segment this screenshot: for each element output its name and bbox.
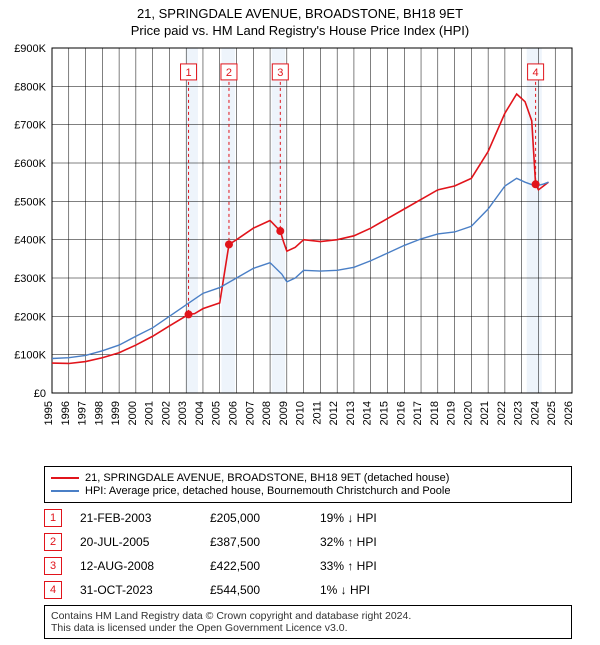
chart-area: £0 £100K £200K £300K £400K £500K £600K £700K £80… [0, 42, 600, 462]
svg-text:2009: 2009 [278, 401, 290, 425]
svg-text:2010: 2010 [295, 401, 307, 425]
sale-marker-box: 3 [44, 557, 62, 575]
svg-text:3: 3 [277, 67, 283, 79]
svg-text:2005: 2005 [211, 401, 223, 425]
legend-box: 21, SPRINGDALE AVENUE, BROADSTONE, BH18 … [44, 466, 572, 503]
svg-text:2007: 2007 [244, 401, 256, 425]
svg-text:2024: 2024 [529, 401, 541, 425]
svg-text:1998: 1998 [93, 401, 105, 425]
svg-text:2008: 2008 [261, 401, 273, 425]
sale-price: £205,000 [210, 511, 320, 525]
svg-text:£200K: £200K [14, 311, 46, 323]
svg-text:2020: 2020 [462, 401, 474, 425]
svg-text:2016: 2016 [395, 401, 407, 425]
svg-text:2014: 2014 [362, 401, 374, 425]
sale-marker-box: 2 [44, 533, 62, 551]
svg-text:2021: 2021 [479, 401, 491, 425]
sale-date: 12-AUG-2008 [80, 559, 210, 573]
sale-price: £544,500 [210, 583, 320, 597]
sale-date: 31-OCT-2023 [80, 583, 210, 597]
svg-text:2003: 2003 [177, 401, 189, 425]
sale-vs-hpi: 19% ↓ HPI [320, 511, 430, 525]
legend-label: HPI: Average price, detached house, Bour… [85, 485, 450, 497]
svg-text:2023: 2023 [513, 401, 525, 425]
legend-swatch [51, 477, 79, 479]
sale-date: 21-FEB-2003 [80, 511, 210, 525]
sales-table: 1 21-FEB-2003£205,00019% ↓ HPI 2 20-JUL-200… [44, 509, 572, 599]
table-row: 3 12-AUG-2008£422,50033% ↑ HPI [44, 557, 572, 575]
legend-row: HPI: Average price, detached house, Bour… [51, 485, 565, 497]
svg-text:2004: 2004 [194, 401, 206, 425]
svg-text:2013: 2013 [345, 401, 357, 425]
title-address: 21, SPRINGDALE AVENUE, BROADSTONE, BH18 … [0, 6, 600, 21]
chart-svg: £0 £100K £200K £300K £400K £500K £600K £700K £80… [0, 42, 600, 462]
svg-text:£600K: £600K [14, 158, 46, 170]
svg-text:£900K: £900K [14, 43, 46, 55]
svg-text:2018: 2018 [429, 401, 441, 425]
chart-titles: 21, SPRINGDALE AVENUE, BROADSTONE, BH18 … [0, 0, 600, 38]
sale-date: 20-JUL-2005 [80, 535, 210, 549]
svg-text:2: 2 [226, 67, 232, 79]
svg-text:2001: 2001 [144, 401, 156, 425]
legend-row: 21, SPRINGDALE AVENUE, BROADSTONE, BH18 … [51, 472, 565, 484]
svg-text:£400K: £400K [14, 235, 46, 247]
svg-text:£0: £0 [34, 388, 46, 400]
sale-vs-hpi: 1% ↓ HPI [320, 583, 430, 597]
attribution-line1: Contains HM Land Registry data © Crown c… [51, 610, 565, 622]
sale-marker-box: 1 [44, 509, 62, 527]
sale-price: £387,500 [210, 535, 320, 549]
svg-text:£500K: £500K [14, 196, 46, 208]
svg-text:2000: 2000 [127, 401, 139, 425]
svg-text:2012: 2012 [328, 401, 340, 425]
svg-text:2022: 2022 [496, 401, 508, 425]
svg-text:2019: 2019 [446, 401, 458, 425]
svg-text:1997: 1997 [77, 401, 89, 425]
sale-price: £422,500 [210, 559, 320, 573]
sale-vs-hpi: 32% ↑ HPI [320, 535, 430, 549]
svg-text:2026: 2026 [563, 401, 575, 425]
svg-text:2006: 2006 [228, 401, 240, 425]
svg-text:2002: 2002 [160, 401, 172, 425]
legend-swatch [51, 490, 79, 492]
svg-text:1999: 1999 [110, 401, 122, 425]
svg-text:4: 4 [533, 67, 539, 79]
svg-text:£800K: £800K [14, 81, 46, 93]
legend-label: 21, SPRINGDALE AVENUE, BROADSTONE, BH18 … [85, 472, 449, 484]
svg-text:2015: 2015 [378, 401, 390, 425]
svg-text:1: 1 [185, 67, 191, 79]
sale-marker-box: 4 [44, 581, 62, 599]
svg-text:£700K: £700K [14, 120, 46, 132]
table-row: 1 21-FEB-2003£205,00019% ↓ HPI [44, 509, 572, 527]
title-subtitle: Price paid vs. HM Land Registry's House … [0, 23, 600, 38]
svg-text:£100K: £100K [14, 350, 46, 362]
svg-text:2025: 2025 [546, 401, 558, 425]
svg-text:2011: 2011 [311, 401, 323, 425]
sale-vs-hpi: 33% ↑ HPI [320, 559, 430, 573]
page-root: 21, SPRINGDALE AVENUE, BROADSTONE, BH18 … [0, 0, 600, 639]
attribution-box: Contains HM Land Registry data © Crown c… [44, 605, 572, 639]
svg-text:£300K: £300K [14, 273, 46, 285]
table-row: 2 20-JUL-2005£387,50032% ↑ HPI [44, 533, 572, 551]
svg-text:2017: 2017 [412, 401, 424, 425]
table-row: 4 31-OCT-2023£544,5001% ↓ HPI [44, 581, 572, 599]
svg-text:1995: 1995 [43, 401, 55, 425]
attribution-line2: This data is licensed under the Open Gov… [51, 622, 565, 634]
svg-text:1996: 1996 [60, 401, 72, 425]
